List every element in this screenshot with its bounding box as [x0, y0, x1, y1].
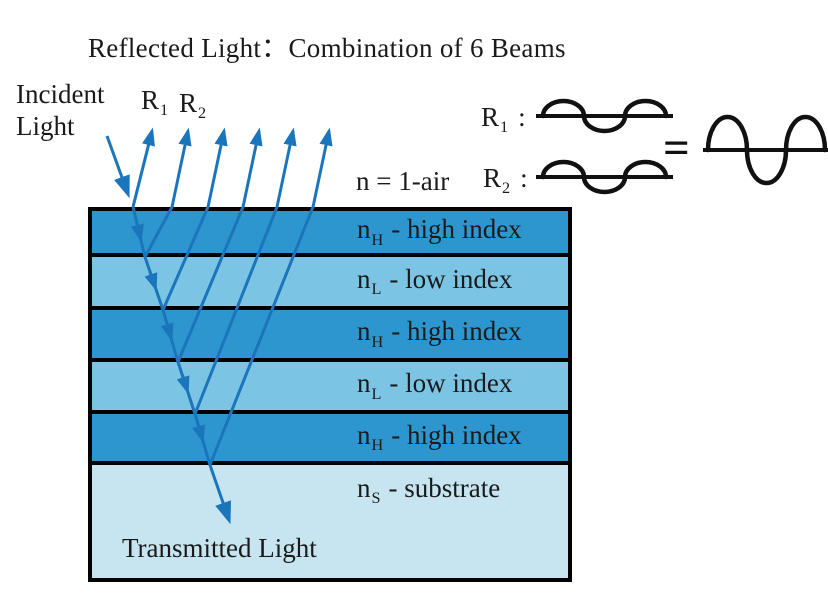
equals-sign: =: [663, 122, 690, 174]
r2-base: R: [179, 88, 198, 118]
r2-beam-label: R2: [179, 88, 206, 123]
wave-r1: [536, 98, 673, 134]
layer-high-index-2: nH - high index: [92, 310, 568, 362]
layer-label: nL - low index: [357, 368, 513, 403]
wave-r2: [536, 159, 673, 195]
r2-subscript: 2: [198, 104, 207, 123]
thin-film-stack: nH - high index nL - low index nH - high in…: [88, 207, 572, 582]
layer-label: nH - high index: [357, 316, 522, 351]
r1-subscript: 1: [160, 101, 169, 120]
layer-low-index-2: nL - low index: [92, 362, 568, 414]
diagram-title: Reflected Light：Combination of 6 Beams: [88, 33, 566, 63]
layer-low-index-1: nL - low index: [92, 257, 568, 310]
legend-r2-label: R2:: [483, 163, 528, 198]
layer-label: nH - high index: [357, 419, 522, 455]
layer-label: nH - high index: [357, 214, 522, 249]
incident-beam-arrow: [105, 135, 130, 199]
legend-r1-label: R1:: [481, 102, 526, 137]
layer-high-index-1: nH - high index: [92, 211, 568, 257]
air-index-label: n = 1-air: [356, 166, 450, 196]
wave-sum: [703, 114, 828, 186]
layer-label: nS - substrate: [357, 473, 501, 508]
transmitted-light-label: Transmitted Light: [122, 533, 317, 563]
r1-base: R: [141, 85, 160, 115]
layer-label: nL - low index: [357, 263, 513, 299]
r1-beam-label: R1: [141, 85, 168, 120]
reflected-beam-1: [131, 127, 155, 208]
layer-high-index-3: nH - high index: [92, 414, 568, 465]
incident-light-label: Incident Light: [16, 79, 105, 142]
